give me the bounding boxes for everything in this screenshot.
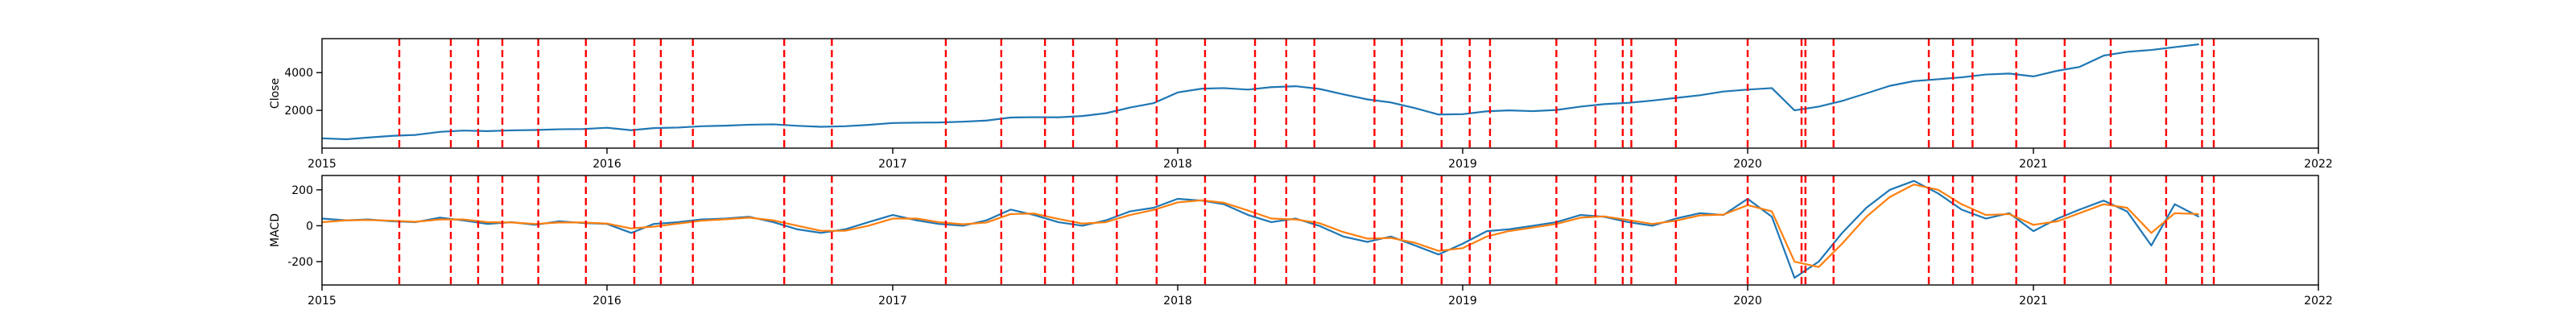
x-tick-label: 2015 <box>308 295 336 308</box>
x-tick-label: 2018 <box>1163 295 1192 308</box>
x-tick-label: 2020 <box>1733 295 1762 308</box>
x-tick-label: 2019 <box>1448 158 1477 171</box>
x-tick-label: 2018 <box>1163 158 1192 171</box>
x-tick-label: 2017 <box>878 295 907 308</box>
axes-frame <box>321 38 2319 149</box>
x-tick-label: 2021 <box>2019 158 2048 171</box>
x-tick-label: 2021 <box>2019 295 2048 308</box>
x-tick-label: 2022 <box>2304 158 2333 171</box>
x-tick-label: 2015 <box>308 158 336 171</box>
y-axis-label: Close <box>269 78 282 109</box>
close-price-panel: 2015 2016 2017 2018 2019 2020 2021 2022 2000 4000… <box>269 38 2333 171</box>
x-tick-label: 2017 <box>878 158 907 171</box>
x-tick-label: 2016 <box>592 295 621 308</box>
macd-panel: 2015 2016 2017 2018 2019 2020 2021 2022 -200 0 200… <box>269 175 2333 308</box>
axes-frame <box>321 175 2319 286</box>
series-line-2 <box>321 184 2199 268</box>
y-axis-label: MACD <box>269 213 282 247</box>
y-tick-label: 200 <box>291 184 313 197</box>
y-tick-label: 0 <box>306 220 313 233</box>
series-line-1 <box>321 180 2200 279</box>
y-tick-label: 4000 <box>284 67 313 80</box>
x-tick-label: 2022 <box>2304 295 2333 308</box>
x-tick-label: 2019 <box>1448 295 1477 308</box>
x-tick-label: 2016 <box>592 158 621 171</box>
y-tick-label: -200 <box>287 256 313 269</box>
x-tick-label: 2020 <box>1733 158 1762 171</box>
y-tick-label: 2000 <box>284 105 313 118</box>
